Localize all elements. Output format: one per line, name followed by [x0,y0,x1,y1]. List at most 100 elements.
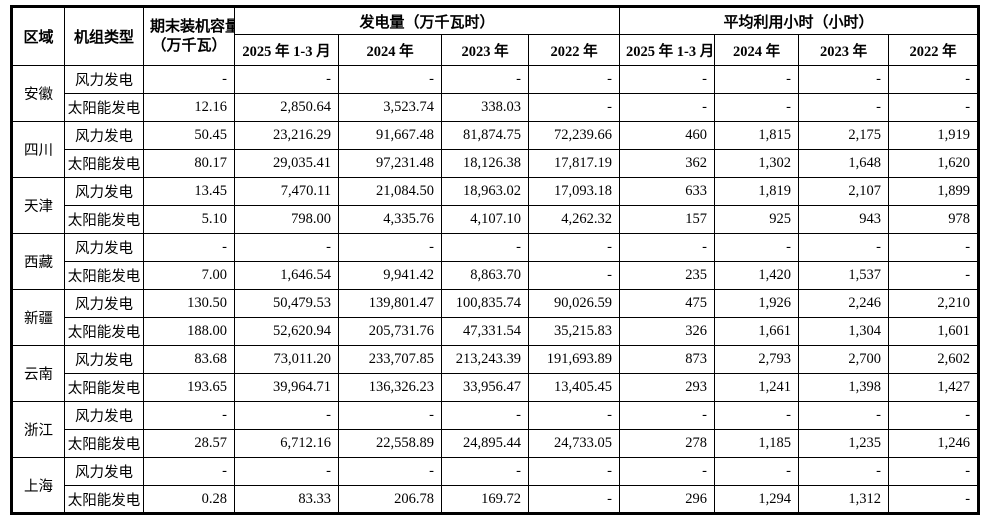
table-row: 天津 风力发电 13.45 7,470.11 21,084.50 18,963.02 17,… [11,177,980,234]
hours-cell: 633 [619,177,716,206]
region-cell: 浙江 [11,401,65,458]
capacity-cell: 50.45 [143,121,235,150]
generation-cell: 2,850.64 [234,93,339,122]
generation-cell: 97,231.48 [338,149,442,178]
hours-cell: - [619,65,716,94]
unit-type-cell: 太阳能发电 [64,149,144,178]
generation-cell: 83.33 [234,485,339,514]
region-cell: 上海 [11,457,65,514]
hours-cell: 1,420 [714,261,800,290]
hours-cell: - [798,65,890,94]
hours-cell: 1,294 [714,485,800,514]
hours-cell: - [798,233,890,262]
generation-cell: - [234,401,339,430]
hours-period-header: 2024 年 [714,34,800,66]
generation-cell: 81,874.75 [441,121,529,150]
region-cell: 四川 [11,121,65,178]
table-row: 太阳能发电 80.17 29,035.41 97,231.48 18,126.38 17,… [12,149,980,178]
hours-cell: - [888,233,980,262]
generation-cell: 23,216.29 [234,121,339,150]
hours-cell: 1,537 [798,261,890,290]
hours-cell: 2,175 [798,121,890,150]
unit-type-cell: 风力发电 [64,177,144,206]
hours-cell: - [714,457,800,486]
hours-cell: 1,185 [714,429,800,458]
table-row: 云南 风力发电 83.68 73,011.20 233,707.85 213,243.39… [11,345,980,402]
generation-cell: - [234,233,339,262]
table-row: 太阳能发电 5.10 798.00 4,335.76 4,107.10 4,262.32 1… [12,205,980,234]
generation-cell: 17,817.19 [527,149,621,178]
generation-cell: 1,646.54 [234,261,339,290]
unit-type-cell: 风力发电 [64,345,144,374]
hours-cell: - [714,93,800,122]
generation-cell: 9,941.42 [338,261,442,290]
generation-cell: 29,035.41 [234,149,339,178]
region-cell: 安徽 [11,65,65,122]
capacity-cell: 28.57 [143,429,235,458]
hours-period-header: 2025 年 1-3 月 [619,34,716,66]
table-row: 太阳能发电 12.16 2,850.64 3,523.74 338.03- - - - - [12,93,980,122]
generation-cell: 72,239.66 [527,121,621,150]
generation-cell: 205,731.76 [338,317,442,346]
capacity-cell: - [143,233,235,262]
unit-type-cell: 太阳能发电 [64,373,144,402]
generation-cell: - [527,401,621,430]
hours-cell: 2,700 [798,345,890,374]
table-row: 新疆 风力发电 130.50 50,479.53 139,801.47 100,835.7… [11,289,980,346]
hours-cell: 1,312 [798,485,890,514]
hours-cell: 296 [619,485,716,514]
hours-cell: 475 [619,289,716,318]
hours-cell: 1,815 [714,121,800,150]
unit-type-cell: 太阳能发电 [64,429,144,458]
hours-cell: - [619,233,716,262]
unit-type-cell: 太阳能发电 [64,485,144,514]
capacity-cell: 80.17 [143,149,235,178]
unit-type-cell: 风力发电 [64,401,144,430]
table-row: 四川 风力发电 50.45 23,216.29 91,667.48 81,874.75 72… [11,121,980,178]
hours-cell: 2,246 [798,289,890,318]
table-body: 安徽 风力发电 - - - - - - - - - 太阳能发电 12.16 2,850.64 3,523.7… [11,65,980,514]
hours-cell: - [619,93,716,122]
table-row: 太阳能发电 28.57 6,712.16 22,558.89 24,895.44 24,7… [12,429,980,458]
capacity-column-header: 期末装机容量 （万千瓦） [143,6,235,66]
capacity-cell: - [143,457,235,486]
capacity-cell: 0.28 [143,485,235,514]
generation-cell: 17,093.18 [527,177,621,206]
capacity-cell: 13.45 [143,177,235,206]
hours-cell: 1,302 [714,149,800,178]
hours-cell: 1,246 [888,429,980,458]
generation-cell: 798.00 [234,205,339,234]
hours-cell: 1,899 [888,177,980,206]
generation-cell: 13,405.45 [527,373,621,402]
hours-cell: - [888,261,980,290]
generation-cell: - [527,261,621,290]
hours-cell: 873 [619,345,716,374]
unit-type-cell: 太阳能发电 [64,205,144,234]
generation-cell: 4,107.10 [441,205,529,234]
capacity-cell: 188.00 [143,317,235,346]
hours-cell: - [888,93,980,122]
generation-group-header: 发电量（万千瓦时） [233,6,621,35]
capacity-cell: - [143,401,235,430]
hours-period-header: 2022 年 [888,34,980,66]
hours-cell: - [619,457,716,486]
hours-cell: 1,427 [888,373,980,402]
unit-type-cell: 风力发电 [64,289,144,318]
hours-cell: - [714,401,800,430]
generation-cell: 90,026.59 [527,289,621,318]
generation-cell: - [338,401,442,430]
capacity-cell: 5.10 [143,205,235,234]
table-row: 太阳能发电 188.00 52,620.94 205,731.76 47,331.54 3… [12,317,980,346]
capacity-header-line2: （万千瓦） [151,37,227,54]
table-header: 区域 机组类型 期末装机容量 （万千瓦） 发电量（万千瓦时） 平均利用小时（小时… [11,6,980,66]
generation-cell: 100,835.74 [441,289,529,318]
generation-cell: - [338,233,442,262]
generation-cell: - [527,93,621,122]
hours-cell: 1,235 [798,429,890,458]
generation-cell: 4,262.32 [527,205,621,234]
generation-cell: 33,956.47 [441,373,529,402]
generation-cell: 24,895.44 [441,429,529,458]
unit-type-column-header: 机组类型 [64,6,144,66]
generation-cell: - [527,485,621,514]
generation-cell: - [527,457,621,486]
